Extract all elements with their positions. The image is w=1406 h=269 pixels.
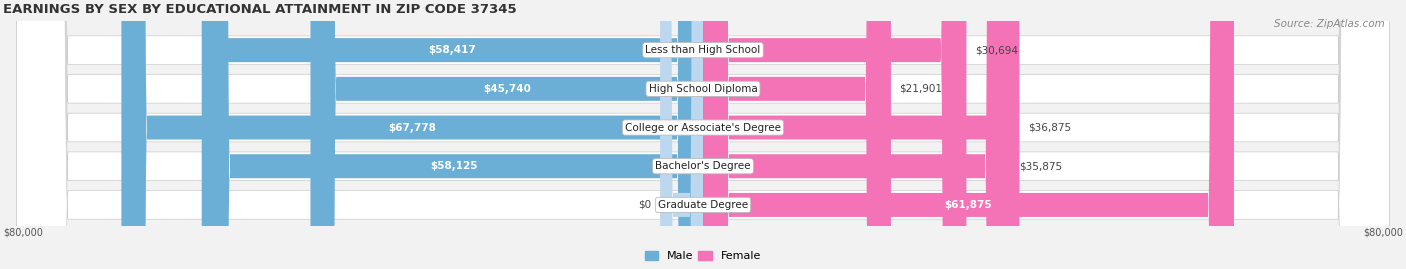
FancyBboxPatch shape bbox=[703, 0, 1019, 269]
FancyBboxPatch shape bbox=[703, 0, 1011, 269]
FancyBboxPatch shape bbox=[659, 0, 703, 269]
Text: $80,000: $80,000 bbox=[1364, 227, 1403, 237]
FancyBboxPatch shape bbox=[703, 0, 966, 269]
Text: $61,875: $61,875 bbox=[945, 200, 993, 210]
Text: $36,875: $36,875 bbox=[1028, 123, 1071, 133]
Text: $21,901: $21,901 bbox=[900, 84, 942, 94]
Text: $67,778: $67,778 bbox=[388, 123, 436, 133]
Text: $35,875: $35,875 bbox=[1019, 161, 1063, 171]
Text: College or Associate's Degree: College or Associate's Degree bbox=[626, 123, 780, 133]
FancyBboxPatch shape bbox=[703, 0, 891, 269]
FancyBboxPatch shape bbox=[17, 0, 1389, 269]
FancyBboxPatch shape bbox=[17, 0, 1389, 269]
Text: Bachelor's Degree: Bachelor's Degree bbox=[655, 161, 751, 171]
FancyBboxPatch shape bbox=[121, 0, 703, 269]
Text: Graduate Degree: Graduate Degree bbox=[658, 200, 748, 210]
FancyBboxPatch shape bbox=[17, 0, 1389, 269]
Text: $30,694: $30,694 bbox=[974, 45, 1018, 55]
FancyBboxPatch shape bbox=[311, 0, 703, 269]
FancyBboxPatch shape bbox=[204, 0, 703, 269]
Text: High School Diploma: High School Diploma bbox=[648, 84, 758, 94]
Text: $58,417: $58,417 bbox=[429, 45, 477, 55]
FancyBboxPatch shape bbox=[17, 0, 1389, 269]
Legend: Male, Female: Male, Female bbox=[641, 246, 765, 266]
Text: EARNINGS BY SEX BY EDUCATIONAL ATTAINMENT IN ZIP CODE 37345: EARNINGS BY SEX BY EDUCATIONAL ATTAINMEN… bbox=[3, 3, 516, 16]
Text: $45,740: $45,740 bbox=[482, 84, 530, 94]
Text: Less than High School: Less than High School bbox=[645, 45, 761, 55]
FancyBboxPatch shape bbox=[703, 0, 1234, 269]
Text: Source: ZipAtlas.com: Source: ZipAtlas.com bbox=[1274, 19, 1385, 29]
Text: $0: $0 bbox=[638, 200, 651, 210]
FancyBboxPatch shape bbox=[201, 0, 703, 269]
Text: $58,125: $58,125 bbox=[430, 161, 478, 171]
Text: $80,000: $80,000 bbox=[3, 227, 42, 237]
FancyBboxPatch shape bbox=[17, 0, 1389, 269]
